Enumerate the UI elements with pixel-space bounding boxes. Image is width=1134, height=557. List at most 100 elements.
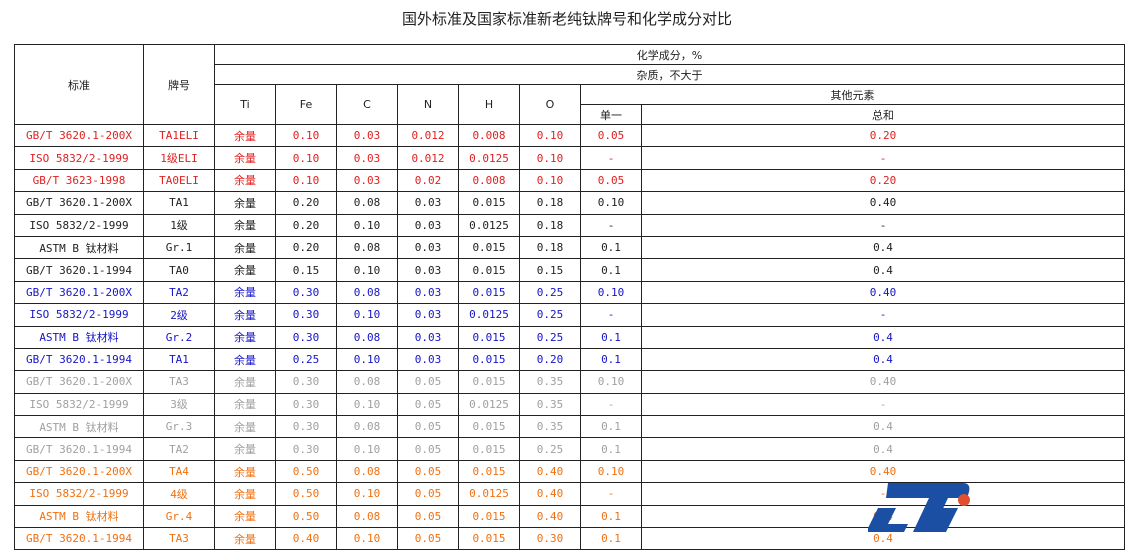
cell-o: 0.40 (519, 504, 581, 529)
cell-ti: 余量 (214, 168, 276, 193)
table-row: GB/T 3620.1-1994 TA0 余量 0.15 0.10 0.03 0.015 0.… (14, 258, 1125, 282)
cell-single: 0.10 (580, 370, 642, 394)
header-others: 其他元素 (580, 84, 1125, 105)
cell-standard: ASTM B 钛材料 (14, 325, 144, 349)
composition-table: 标准 牌号 化学成分，% 杂质，不大于 Ti Fe C N H O 其他元素 单一 总和 GB/T… (14, 44, 1125, 551)
cell-n: 0.03 (397, 303, 459, 327)
cell-c: 0.08 (336, 325, 398, 349)
table-row: GB/T 3620.1-200X TA1 余量 0.20 0.08 0.03 0.015 0.… (14, 191, 1125, 215)
cell-c: 0.10 (336, 482, 398, 506)
cell-ti: 余量 (214, 325, 276, 349)
cell-grade: 1级 (143, 213, 215, 237)
cell-ti: 余量 (214, 370, 276, 394)
cell-n: 0.012 (397, 123, 459, 148)
table-row: ASTM B 钛材料 Gr.3 余量 0.30 0.08 0.05 0.015 0.35 0.1… (14, 415, 1125, 439)
cell-ti: 余量 (214, 459, 276, 484)
cell-grade: 4级 (143, 482, 215, 506)
cell-standard: GB/T 3620.1-200X (14, 123, 144, 148)
cell-n: 0.03 (397, 213, 459, 237)
cell-n: 0.03 (397, 347, 459, 372)
cell-fe: 0.20 (275, 235, 337, 260)
cell-n: 0.05 (397, 482, 459, 506)
cell-n: 0.012 (397, 146, 459, 170)
cell-grade: TA1 (143, 191, 215, 215)
header-o: O (519, 84, 581, 125)
cell-ti: 余量 (214, 303, 276, 327)
cell-grade: TA3 (143, 370, 215, 394)
cell-total: 0.40 (641, 370, 1125, 394)
cell-total: 0.4 (641, 347, 1125, 372)
cell-fe: 0.10 (275, 123, 337, 148)
cell-n: 0.05 (397, 459, 459, 484)
cell-o: 0.10 (519, 146, 581, 170)
cell-fe: 0.10 (275, 168, 337, 193)
cell-n: 0.05 (397, 527, 459, 551)
cell-total: - (641, 146, 1125, 170)
cell-o: 0.10 (519, 168, 581, 193)
cell-standard: GB/T 3623-1998 (14, 168, 144, 193)
cell-n: 0.03 (397, 258, 459, 282)
cell-n: 0.05 (397, 370, 459, 394)
cell-fe: 0.50 (275, 482, 337, 506)
cell-n: 0.05 (397, 392, 459, 417)
cell-fe: 0.20 (275, 191, 337, 215)
cell-fe: 0.30 (275, 370, 337, 394)
cell-c: 0.08 (336, 235, 398, 260)
cell-ti: 余量 (214, 123, 276, 148)
cell-h: 0.015 (458, 347, 520, 372)
cell-n: 0.02 (397, 168, 459, 193)
header-total: 总和 (641, 104, 1125, 125)
cell-o: 0.15 (519, 258, 581, 282)
cell-standard: GB/T 3620.1-1994 (14, 347, 144, 372)
cell-c: 0.03 (336, 123, 398, 148)
cell-fe: 0.30 (275, 280, 337, 305)
table-row: GB/T 3620.1-200X TA2 余量 0.30 0.08 0.03 0.015 0.… (14, 280, 1125, 305)
cell-fe: 0.15 (275, 258, 337, 282)
cell-standard: GB/T 3620.1-1994 (14, 258, 144, 282)
cell-o: 0.20 (519, 347, 581, 372)
header-h: H (458, 84, 520, 125)
cell-grade: TA2 (143, 280, 215, 305)
cell-fe: 0.10 (275, 146, 337, 170)
table-row: GB/T 3620.1-200X TA4 余量 0.50 0.08 0.05 0.015 0.… (14, 459, 1125, 484)
cell-ti: 余量 (214, 415, 276, 439)
cell-c: 0.08 (336, 370, 398, 394)
cell-grade: TA4 (143, 459, 215, 484)
cell-o: 0.30 (519, 527, 581, 551)
cell-total: 0.20 (641, 168, 1125, 193)
cell-h: 0.015 (458, 235, 520, 260)
cell-h: 0.015 (458, 280, 520, 305)
cell-total: - (641, 392, 1125, 417)
cell-c: 0.10 (336, 437, 398, 461)
cell-single: 0.05 (580, 168, 642, 193)
cell-h: 0.0125 (458, 482, 520, 506)
cell-total: 0.40 (641, 459, 1125, 484)
cell-grade: Gr.2 (143, 325, 215, 349)
cell-total: 0.4 (641, 235, 1125, 260)
cell-ti: 余量 (214, 437, 276, 461)
cell-standard: ASTM B 钛材料 (14, 504, 144, 529)
header-single: 单一 (580, 104, 642, 125)
cell-standard: ISO 5832/2-1999 (14, 482, 144, 506)
cell-h: 0.015 (458, 415, 520, 439)
table-row: GB/T 3620.1-200X TA3 余量 0.30 0.08 0.05 0.015 0.… (14, 370, 1125, 394)
cell-single: 0.1 (580, 325, 642, 349)
table-row: ISO 5832/2-1999 1级ELI 余量 0.10 0.03 0.012 0.012… (14, 146, 1125, 170)
cell-h: 0.0125 (458, 392, 520, 417)
cell-o: 0.35 (519, 392, 581, 417)
cell-standard: ISO 5832/2-1999 (14, 146, 144, 170)
cell-total: 0.20 (641, 123, 1125, 148)
cell-c: 0.08 (336, 415, 398, 439)
table-row: ISO 5832/2-1999 3级 余量 0.30 0.10 0.05 0.0125 0.3… (14, 392, 1125, 417)
cell-c: 0.10 (336, 303, 398, 327)
cell-single: 0.05 (580, 123, 642, 148)
cell-grade: Gr.1 (143, 235, 215, 260)
table-row: GB/T 3620.1-1994 TA2 余量 0.30 0.10 0.05 0.015 0.… (14, 437, 1125, 461)
cell-o: 0.25 (519, 437, 581, 461)
cell-standard: ISO 5832/2-1999 (14, 392, 144, 417)
table-row: GB/T 3620.1-1994 TA1 余量 0.25 0.10 0.03 0.015 0.… (14, 347, 1125, 372)
cell-single: - (580, 392, 642, 417)
cell-c: 0.08 (336, 191, 398, 215)
cell-total: 0.4 (641, 415, 1125, 439)
cell-n: 0.03 (397, 235, 459, 260)
